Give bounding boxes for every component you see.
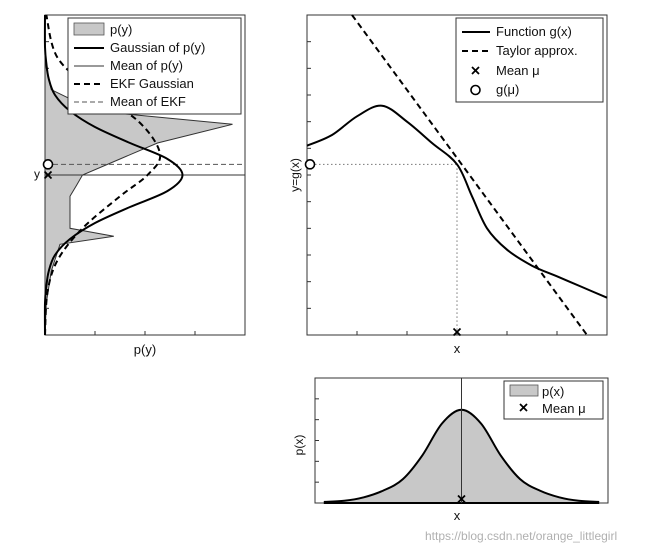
panel2-y-ticks	[307, 41, 311, 309]
g-mu-marker	[42, 159, 54, 170]
legend-label-gaussian: Gaussian of p(y)	[110, 40, 205, 55]
panel3-mean-cross-stroke-b	[457, 494, 466, 504]
legend-label-taylor: Taylor approx.	[496, 43, 578, 58]
panel1-x-axis-label: p(y)	[134, 342, 156, 357]
legend-swatch-p-y	[73, 22, 105, 36]
legend-label-ekf-gaussian: EKF Gaussian	[110, 76, 194, 91]
legend-label-mean-ekf: Mean of EKF	[110, 94, 186, 109]
taylor-approx-line	[351, 14, 588, 336]
panel1-x-ticks	[94, 331, 196, 335]
panel2-legend: Function g(x) Taylor approx. Mean μ g(μ)	[455, 17, 604, 103]
legend-swatch-p-x	[509, 384, 539, 397]
watermark-text: https://blog.csdn.net/orange_littlegirl	[425, 529, 617, 543]
panel3-y-ticks	[315, 398, 319, 483]
mean-y-cross	[43, 170, 53, 180]
panel-output-density: y p(y) p(y) Gaussian of p(y) Mean of p(y…	[34, 14, 246, 357]
legend-label-mean-mu: Mean μ	[496, 63, 540, 78]
legend-swatch-mean-mu	[471, 66, 480, 75]
panel2-y-axis-label: y=g(x)	[288, 158, 302, 192]
panel1-y-axis-label: y	[34, 167, 40, 181]
panel3-legend: p(x) Mean μ	[503, 380, 604, 420]
legend-label-mean-mu-panel3: Mean μ	[542, 401, 586, 416]
panel-input-density: x p(x) p(x) Mean μ	[292, 377, 609, 523]
mean-y-cross-stroke-b	[43, 170, 53, 180]
function-g-x-curve	[306, 104, 608, 299]
ekf-gaussian-curve	[44, 14, 162, 336]
legend-swatch-mean-mu-panel3	[519, 403, 528, 412]
legend-label-mean-p-y: Mean of p(y)	[110, 58, 183, 73]
panel1-legend: p(y) Gaussian of p(y) Mean of p(y) EKF G…	[67, 17, 242, 115]
mean-y-marker	[43, 170, 53, 180]
legend-label-g-mu: g(μ)	[496, 82, 519, 97]
panel3-x-axis-label: x	[454, 508, 461, 523]
legend-label-p-y: p(y)	[110, 22, 132, 37]
g-mu-point	[304, 159, 316, 170]
panel-transformation: x y=g(x) Function g(x) Taylor approx. Me…	[288, 14, 608, 356]
mean-mu-cross-stroke-b	[452, 327, 462, 337]
panel2-dotted-guides	[307, 163, 458, 335]
mean-mu-cross	[452, 327, 462, 337]
panel3-mean-marker	[457, 494, 466, 504]
mean-mu-point	[452, 327, 462, 337]
panel3-y-axis-label: p(x)	[292, 435, 306, 456]
legend-swatch-g-mu	[470, 84, 481, 96]
panel2-x-axis-label: x	[454, 341, 461, 356]
legend-label-function: Function g(x)	[496, 24, 572, 39]
gaussian-of-p-y-curve	[43, 14, 184, 336]
panel3-mean-cross	[457, 494, 466, 504]
legend-label-p-x: p(x)	[542, 384, 564, 399]
